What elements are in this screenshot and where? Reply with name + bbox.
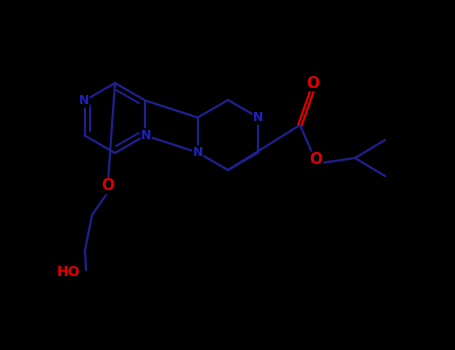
Text: N: N — [79, 94, 89, 107]
Text: O: O — [309, 153, 323, 168]
Text: O: O — [307, 76, 319, 91]
Text: N: N — [192, 146, 203, 159]
Text: N: N — [141, 129, 152, 142]
Text: O: O — [101, 178, 115, 194]
Text: HO: HO — [56, 265, 80, 279]
Text: N: N — [253, 111, 263, 124]
